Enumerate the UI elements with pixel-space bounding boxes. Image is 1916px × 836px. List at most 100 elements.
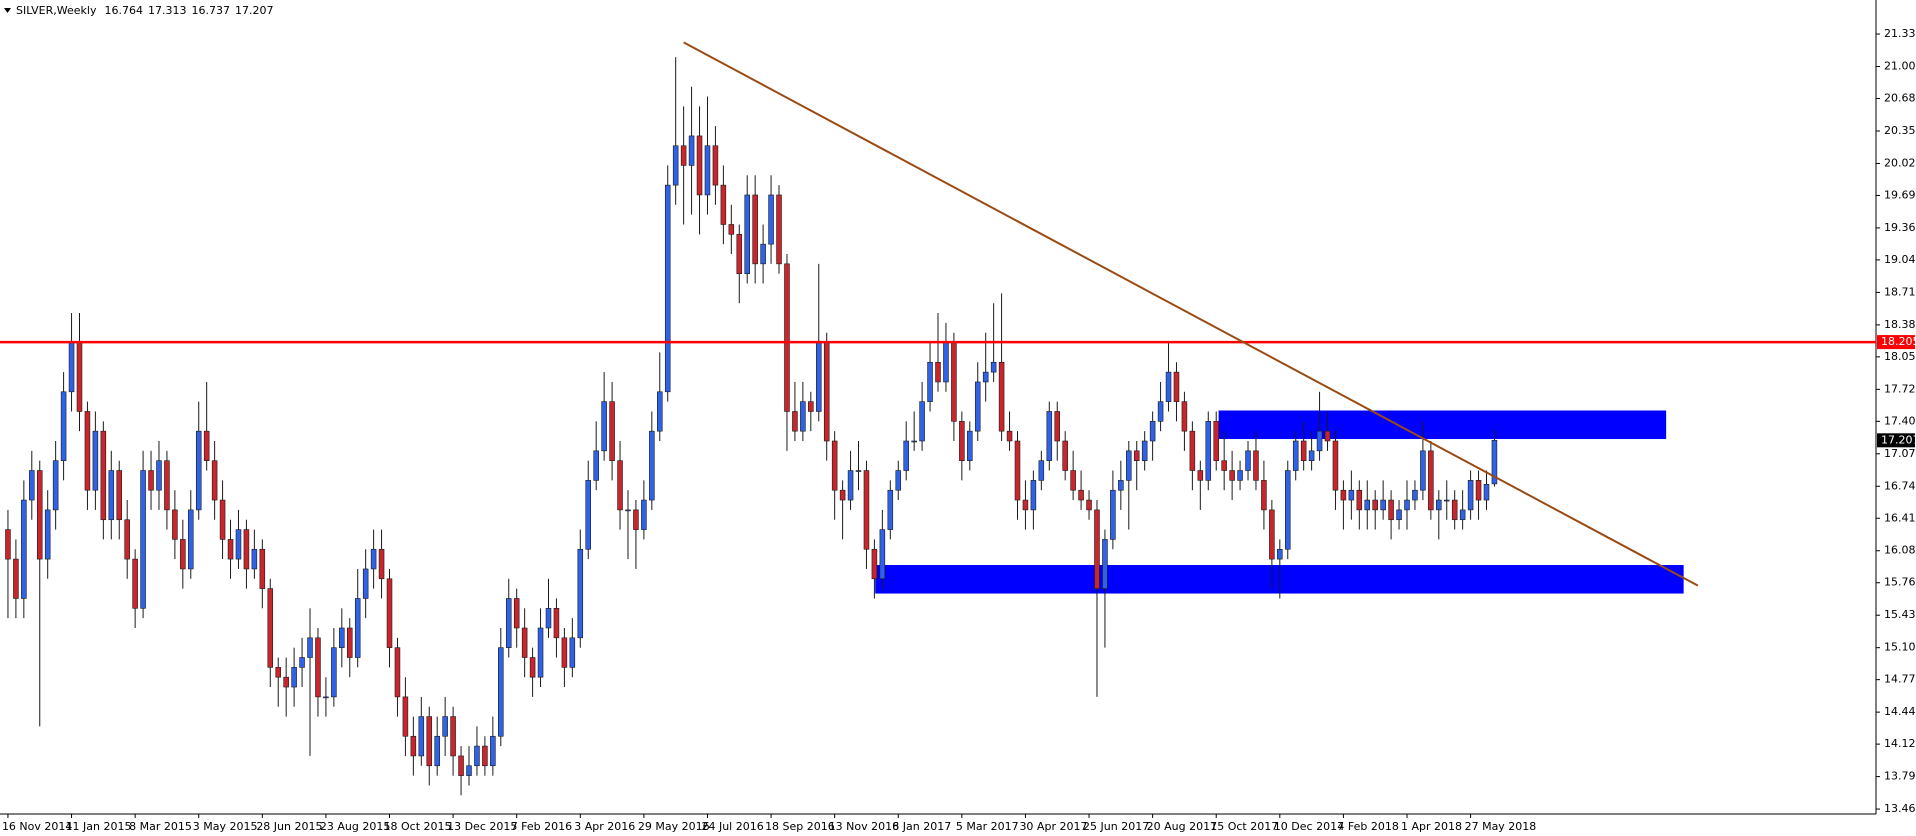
- x-tick-label: 3 Apr 2016: [574, 820, 635, 833]
- candle-body: [251, 548, 258, 570]
- candle-body: [545, 608, 552, 629]
- candle-body: [307, 637, 313, 658]
- candle-body: [823, 342, 830, 442]
- y-tick-label: 14.775: [1884, 673, 1916, 686]
- candle-body: [498, 647, 504, 737]
- y-tick-label: 18.055: [1884, 350, 1916, 363]
- candle-body: [370, 548, 377, 570]
- candle-body: [339, 627, 345, 648]
- candle-body: [609, 401, 615, 461]
- candle-body: [116, 470, 123, 521]
- candle-body: [13, 558, 19, 599]
- candle-body: [601, 401, 607, 452]
- candle-body: [1459, 509, 1466, 521]
- x-tick-label: 8 Mar 2015: [129, 820, 192, 833]
- candle-body: [354, 598, 361, 658]
- last-low: 16.737: [191, 4, 230, 17]
- candle-body: [1292, 440, 1299, 471]
- candle-body: [21, 499, 27, 599]
- candle-body: [1284, 470, 1291, 550]
- candle-body: [863, 470, 870, 550]
- candle-body: [1380, 499, 1386, 511]
- candle-body: [808, 401, 814, 412]
- candle-body: [990, 361, 997, 373]
- candle-body: [1253, 450, 1259, 481]
- candle-body: [1078, 489, 1084, 501]
- candle-body: [362, 568, 369, 599]
- x-tick-label: 29 May 2016: [638, 820, 710, 833]
- candle-body: [1141, 440, 1148, 461]
- candle-body: [561, 637, 568, 668]
- candle-body: [633, 509, 639, 530]
- last-price-label: 17.207: [1881, 433, 1916, 446]
- candle-body: [1308, 450, 1315, 461]
- candle-body: [943, 342, 949, 383]
- candle-body: [1269, 509, 1275, 560]
- candle-body: [5, 529, 11, 560]
- candle-body: [712, 145, 719, 186]
- menu-arrow[interactable]: [4, 8, 11, 13]
- y-tick-label: 16.415: [1884, 511, 1916, 524]
- y-tick-label: 20.020: [1884, 156, 1916, 169]
- candle-body: [299, 657, 305, 668]
- candle-body: [1340, 489, 1347, 501]
- candle-body: [1181, 401, 1188, 432]
- candle-body: [1443, 499, 1450, 502]
- y-tick-label: 15.430: [1884, 608, 1916, 621]
- candle-body: [871, 548, 878, 580]
- candle-body: [410, 735, 417, 757]
- candle-body: [1149, 421, 1156, 442]
- candle-body: [521, 627, 528, 658]
- candle-body: [815, 342, 822, 412]
- candle-body: [831, 440, 838, 491]
- candle-body: [323, 696, 329, 699]
- candle-body: [959, 421, 965, 461]
- y-tick-label: 15.760: [1884, 576, 1916, 589]
- candle-body: [1110, 489, 1116, 540]
- candle-body: [728, 224, 735, 235]
- candle-body: [1126, 450, 1132, 481]
- candle-body: [283, 676, 289, 688]
- y-tick-label: 13.460: [1884, 802, 1916, 815]
- candle-body: [617, 460, 623, 511]
- x-tick-label: 10 Dec 2017: [1274, 820, 1344, 833]
- candle-body: [203, 430, 210, 461]
- candle-body: [36, 470, 43, 560]
- candle-body: [458, 755, 464, 776]
- x-tick-label: 8 Jan 2017: [892, 820, 951, 833]
- last-open: 16.764: [104, 4, 143, 17]
- y-tick-label: 21.005: [1884, 60, 1916, 73]
- chart-header: SILVER,Weekly 16.764 17.313 16.737 17.207: [16, 4, 273, 17]
- x-tick-label: 27 May 2018: [1465, 820, 1537, 833]
- candle-body: [426, 716, 433, 767]
- last-high: 17.313: [148, 4, 187, 17]
- candle-body: [1229, 470, 1235, 481]
- candle-body: [267, 588, 274, 668]
- x-tick-label: 18 Oct 2015: [384, 820, 452, 833]
- x-tick-label: 1 Apr 2018: [1401, 820, 1462, 833]
- candle-body: [577, 548, 584, 639]
- y-tick-label: 17.725: [1884, 382, 1916, 395]
- candle-body: [44, 509, 51, 560]
- candle-body: [1261, 480, 1267, 511]
- candle-body: [855, 470, 862, 472]
- candle-body: [378, 548, 385, 580]
- candle-body: [442, 716, 448, 737]
- candle-body: [529, 657, 536, 678]
- x-tick-label: 13 Nov 2016: [829, 820, 899, 833]
- candle-body: [180, 539, 186, 570]
- candle-body: [744, 194, 750, 274]
- candle-body: [1412, 489, 1418, 501]
- candle-body: [625, 509, 631, 512]
- candle-body: [847, 470, 854, 501]
- candle-body: [195, 430, 202, 511]
- x-tick-label: 11 Jan 2015: [66, 820, 132, 833]
- candle-body: [1491, 440, 1498, 485]
- candle-body: [124, 519, 130, 560]
- candle-body: [450, 716, 456, 757]
- y-tick-label: 17.400: [1884, 414, 1916, 427]
- candle-body: [259, 548, 266, 589]
- candle-body: [132, 558, 138, 609]
- candle-body: [1062, 440, 1068, 471]
